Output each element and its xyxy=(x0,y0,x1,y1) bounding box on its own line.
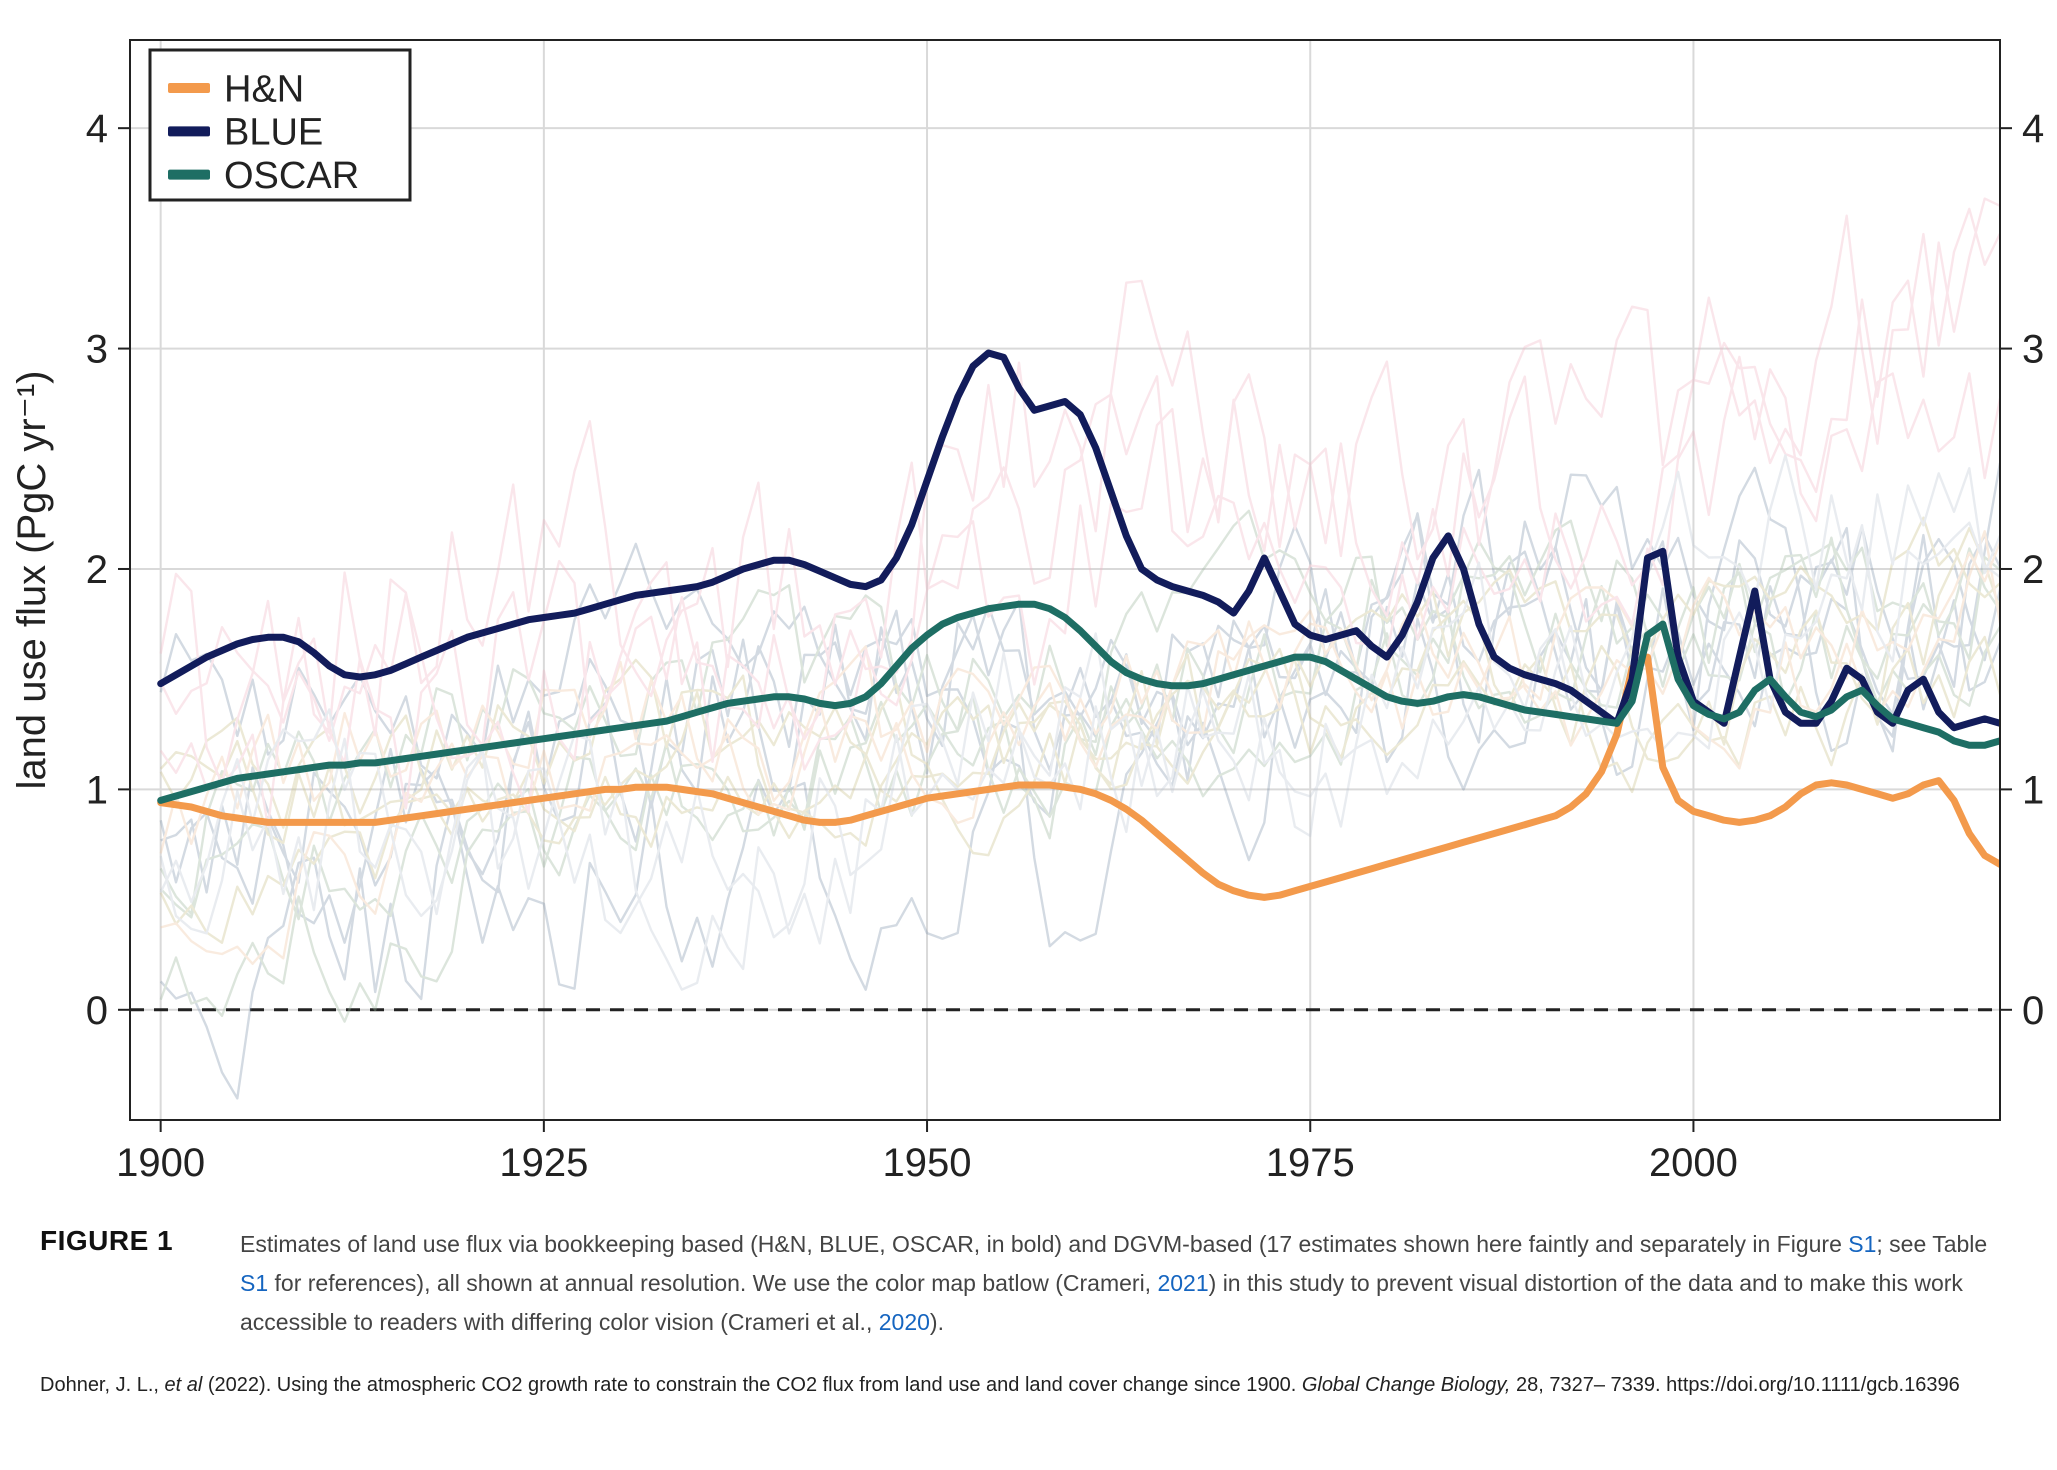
figure-caption-text: Estimates of land use flux via bookkeepi… xyxy=(240,1225,2017,1342)
caption-link[interactable]: S1 xyxy=(1848,1231,1876,1257)
svg-text:3: 3 xyxy=(86,328,108,372)
svg-text:4: 4 xyxy=(86,107,108,151)
legend-label: OSCAR xyxy=(224,155,359,197)
svg-text:1975: 1975 xyxy=(1266,1141,1355,1185)
figure-caption: FIGURE 1 Estimates of land use flux via … xyxy=(40,1225,2017,1401)
svg-text:4: 4 xyxy=(2022,107,2044,151)
svg-text:3: 3 xyxy=(2022,328,2044,372)
svg-text:0: 0 xyxy=(86,989,108,1033)
svg-text:1925: 1925 xyxy=(499,1141,588,1185)
svg-text:2: 2 xyxy=(86,548,108,592)
svg-text:2000: 2000 xyxy=(1649,1141,1738,1185)
legend-label: BLUE xyxy=(224,112,323,154)
citation-text: Dohner, J. L., et al (2022). Using the a… xyxy=(40,1370,2017,1401)
svg-text:1: 1 xyxy=(2022,768,2044,812)
caption-link[interactable]: 2020 xyxy=(879,1309,930,1335)
figure-label: FIGURE 1 xyxy=(40,1225,240,1257)
svg-text:1950: 1950 xyxy=(883,1141,972,1185)
legend-label: H&N xyxy=(224,68,304,110)
svg-text:1900: 1900 xyxy=(116,1141,205,1185)
caption-link[interactable]: S1 xyxy=(240,1270,268,1296)
svg-text:1: 1 xyxy=(86,768,108,812)
svg-text:0: 0 xyxy=(2022,989,2044,1033)
legend: H&NBLUEOSCAR xyxy=(150,50,410,200)
svg-text:2: 2 xyxy=(2022,548,2044,592)
y-axis-label: land use flux (PgC yr⁻¹) xyxy=(10,370,54,789)
caption-link[interactable]: 2021 xyxy=(1157,1270,1208,1296)
